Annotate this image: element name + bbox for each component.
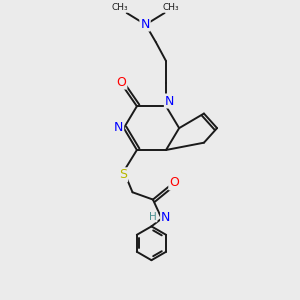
Text: CH₃: CH₃ bbox=[112, 3, 129, 12]
Text: H: H bbox=[149, 212, 157, 222]
Text: O: O bbox=[169, 176, 179, 189]
Text: N: N bbox=[165, 94, 174, 107]
Text: S: S bbox=[119, 168, 127, 181]
Text: N: N bbox=[140, 17, 150, 31]
Text: N: N bbox=[161, 211, 170, 224]
Text: CH₃: CH₃ bbox=[163, 3, 179, 12]
Text: N: N bbox=[114, 121, 123, 134]
Text: O: O bbox=[116, 76, 126, 88]
